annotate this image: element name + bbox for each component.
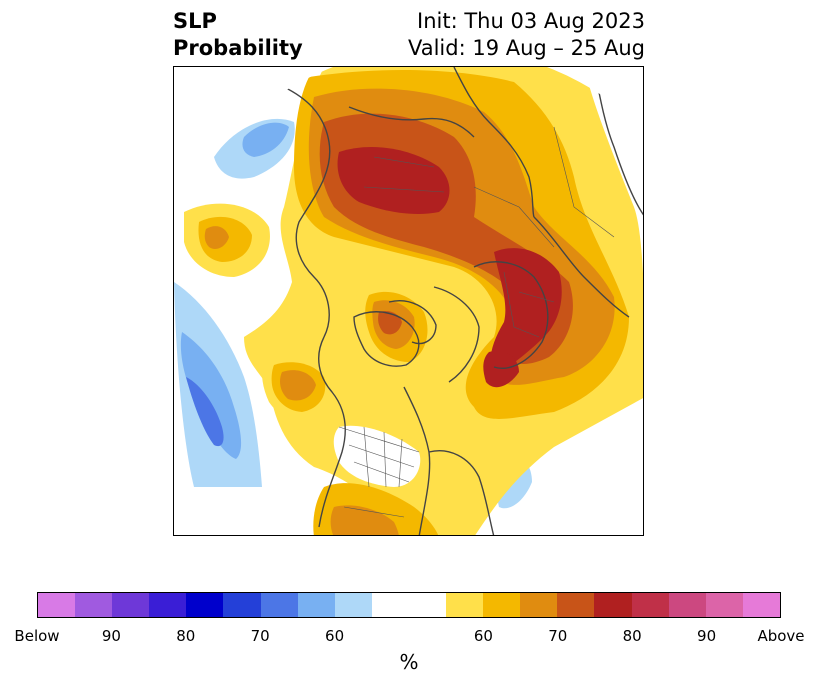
- colorbar-cell: [297, 593, 335, 617]
- above-normal-regions: [184, 67, 643, 535]
- colorbar-tick-label: 70: [250, 627, 270, 645]
- init-date: Init: Thu 03 Aug 2023: [417, 9, 645, 33]
- colorbar-tick-label: 70: [548, 627, 568, 645]
- colorbar-cell: [38, 593, 76, 617]
- map-frame: [173, 66, 644, 536]
- colorbar-tick-label: 80: [176, 627, 196, 645]
- pacific-above-70: [204, 226, 229, 249]
- colorbar-tick-label: 80: [622, 627, 642, 645]
- colorbar-cell: [408, 593, 447, 617]
- colorbar-cell: [705, 593, 743, 617]
- colorbar-cell: [631, 593, 669, 617]
- colorbar-unit: %: [399, 650, 419, 674]
- pacific-below-60: [180, 332, 242, 459]
- probability-map: [174, 67, 643, 535]
- colorbar-cell: [149, 593, 187, 617]
- us-above-70: [330, 505, 399, 535]
- colorbar-cell: [594, 593, 632, 617]
- valid-range: Valid: 19 Aug – 25 Aug: [407, 36, 645, 60]
- colorbar-cell: [371, 593, 409, 617]
- canada-above-80: [378, 311, 402, 335]
- colorbar-tick-label: 60: [473, 627, 493, 645]
- europe-above-90: [490, 248, 562, 377]
- colorbar-tick-label: Below: [14, 627, 60, 645]
- title-variable: SLP: [173, 9, 217, 33]
- colorbar-tick-label: 90: [697, 627, 717, 645]
- colorbar-tick-label: Above: [757, 627, 805, 645]
- nepac-above-70: [280, 370, 316, 401]
- colorbar: [37, 592, 781, 618]
- siberia-above-90: [337, 147, 450, 214]
- political-borders: [338, 126, 615, 518]
- colorbar-cell: [223, 593, 261, 617]
- colorbar-cell: [260, 593, 298, 617]
- colorbar-cell: [334, 593, 372, 617]
- title-right: Init: Thu 03 Aug 2023 Valid: 19 Aug – 25…: [408, 8, 645, 62]
- colorbar-cell: [483, 593, 521, 617]
- colorbar-cell: [742, 593, 780, 617]
- colorbar-cell: [446, 593, 484, 617]
- colorbar-cell: [520, 593, 558, 617]
- title-subtitle: Probability: [173, 36, 303, 60]
- title-left: SLP Probability: [173, 8, 303, 62]
- pacific-below-70: [186, 377, 224, 447]
- colorbar-cell: [112, 593, 150, 617]
- us-neutral: [333, 425, 421, 487]
- colorbar-tick-label: 90: [101, 627, 121, 645]
- colorbar-cell: [668, 593, 706, 617]
- colorbar-cell: [557, 593, 595, 617]
- colorbar-cell: [186, 593, 224, 617]
- colorbar-tick-label: 60: [325, 627, 345, 645]
- aleutian-below-60: [242, 122, 289, 157]
- colorbar-cell: [75, 593, 113, 617]
